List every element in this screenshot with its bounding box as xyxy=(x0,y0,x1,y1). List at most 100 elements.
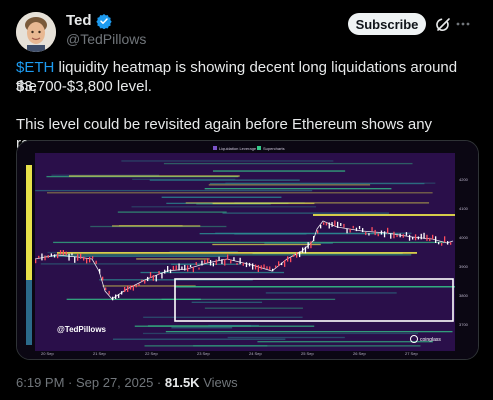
candle xyxy=(195,262,197,265)
candle xyxy=(423,232,425,239)
liquidation-band-major xyxy=(313,214,455,216)
candle xyxy=(284,260,286,267)
coinglass-logo: coinglass xyxy=(410,335,441,343)
candle xyxy=(447,241,449,245)
liquidation-band xyxy=(171,263,242,265)
candle xyxy=(50,253,52,257)
candle xyxy=(272,268,274,272)
liquidation-band xyxy=(204,188,392,190)
candle xyxy=(181,266,183,270)
candle xyxy=(444,236,446,243)
liquidation-band xyxy=(185,202,430,204)
candle xyxy=(192,266,194,273)
legend-supercharts: Supercharts xyxy=(263,146,285,151)
candle xyxy=(328,222,330,229)
candle xyxy=(41,253,43,261)
liquidation-band xyxy=(53,254,412,256)
views-label: Views xyxy=(199,375,238,390)
candle xyxy=(387,227,389,234)
candle xyxy=(414,234,417,241)
eth-cashtag-link[interactable]: $ETH xyxy=(16,59,55,76)
candle xyxy=(293,254,295,257)
liquidation-band xyxy=(193,345,268,347)
author-name[interactable]: Ted xyxy=(66,12,92,29)
candle xyxy=(175,265,177,270)
candle xyxy=(92,256,94,259)
liquidation-band xyxy=(171,327,233,329)
candle xyxy=(334,220,336,227)
liquidation-band-major xyxy=(175,286,455,288)
candle xyxy=(172,265,174,271)
subscribe-button[interactable]: Subscribe xyxy=(348,13,426,35)
color-scale-bar-lower xyxy=(26,280,32,345)
avatar[interactable] xyxy=(16,12,56,52)
liquidation-band xyxy=(204,307,303,309)
candle xyxy=(86,258,88,264)
candle xyxy=(152,275,154,281)
liquidation-band xyxy=(51,174,160,176)
liquidation-band xyxy=(209,182,425,185)
liquidation-band xyxy=(169,251,238,253)
candle xyxy=(426,234,428,241)
candle xyxy=(44,255,46,261)
price-axis-label: 3700 xyxy=(459,322,469,327)
candle xyxy=(108,290,110,295)
liquidation-band xyxy=(149,179,300,181)
candle xyxy=(402,234,404,238)
candle xyxy=(393,231,395,239)
verified-badge-icon xyxy=(95,13,112,29)
liquidation-band xyxy=(165,330,453,333)
candle xyxy=(121,291,123,295)
price-axis-label: 4200 xyxy=(459,177,469,182)
liquidation-band xyxy=(112,225,201,227)
candle xyxy=(155,275,157,282)
liquidation-band xyxy=(208,184,371,186)
candle xyxy=(204,259,206,264)
views-count: 81.5K xyxy=(164,375,200,390)
candle xyxy=(74,256,76,263)
tweet-timestamp[interactable]: 6:19 PM · Sep 27, 2025 · xyxy=(16,375,165,390)
candle xyxy=(149,272,152,278)
chart-legend: Liquidation Leverage Supercharts xyxy=(213,146,285,151)
liquidation-band xyxy=(112,338,286,340)
tweet-media-image[interactable]: Liquidation Leverage Supercharts 4200 410… xyxy=(16,140,479,360)
candle xyxy=(396,235,398,238)
candle xyxy=(441,242,443,246)
candle xyxy=(68,253,70,261)
candle xyxy=(135,284,137,288)
time-axis-label: 23 Sep xyxy=(197,351,210,356)
candle xyxy=(189,264,192,267)
grok-icon[interactable] xyxy=(434,15,454,35)
time-axis-label: 27 Sep xyxy=(405,351,418,356)
liquidation-band xyxy=(161,196,282,198)
candle xyxy=(124,287,126,293)
candle xyxy=(438,242,440,245)
liquidation-heatmap-chart: Liquidation Leverage Supercharts 4200 410… xyxy=(17,141,478,359)
liquidation-band xyxy=(99,279,253,281)
more-icon[interactable] xyxy=(456,12,470,36)
candle xyxy=(178,263,180,271)
author-handle[interactable]: @TedPillows xyxy=(66,31,147,47)
candle xyxy=(383,231,386,238)
candle xyxy=(390,233,392,239)
candle xyxy=(158,271,160,275)
candle xyxy=(62,250,64,256)
candle xyxy=(290,257,292,263)
candle xyxy=(65,251,67,256)
liquidation-band xyxy=(66,298,201,300)
candle xyxy=(47,255,49,258)
candle xyxy=(132,285,134,291)
candle xyxy=(212,262,214,267)
candle xyxy=(257,265,259,272)
liquidation-band xyxy=(53,241,446,244)
liquidation-band xyxy=(140,271,285,274)
time-axis-label: 20 Sep xyxy=(41,351,54,356)
candle xyxy=(118,294,120,298)
tweet-meta: 6:19 PM · Sep 27, 2025 · 81.5K Views xyxy=(16,375,238,390)
candle xyxy=(313,236,315,242)
author-name-row: Ted xyxy=(66,12,112,29)
candle xyxy=(281,262,283,266)
time-axis-label: 24 Sep xyxy=(249,351,262,356)
candle xyxy=(198,267,200,270)
candle xyxy=(374,229,376,236)
